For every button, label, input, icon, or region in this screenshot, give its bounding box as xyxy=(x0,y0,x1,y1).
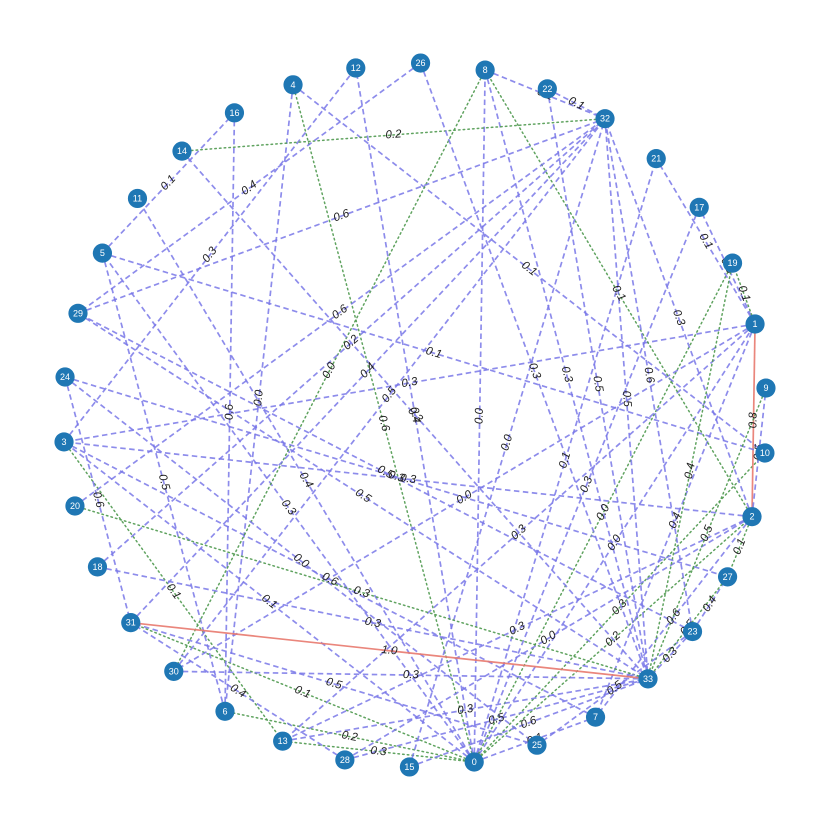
svg-text:20: 20 xyxy=(70,501,80,511)
svg-text:25: 25 xyxy=(532,740,542,750)
svg-text:0.6: 0.6 xyxy=(224,403,236,420)
svg-text:32: 32 xyxy=(600,114,610,124)
svg-text:0: 0 xyxy=(472,757,477,767)
svg-text:0.0: 0.0 xyxy=(474,407,486,424)
svg-text:1: 1 xyxy=(753,319,758,329)
svg-text:14: 14 xyxy=(177,146,187,156)
svg-text:23: 23 xyxy=(688,627,698,637)
svg-text:0.8: 0.8 xyxy=(747,412,759,429)
svg-text:9: 9 xyxy=(763,383,768,393)
svg-text:0.3: 0.3 xyxy=(370,745,388,759)
svg-text:3: 3 xyxy=(62,437,67,447)
svg-text:22: 22 xyxy=(542,84,552,94)
svg-text:21: 21 xyxy=(651,154,661,164)
svg-text:27: 27 xyxy=(723,572,733,582)
svg-text:26: 26 xyxy=(416,58,426,68)
svg-text:8: 8 xyxy=(483,65,488,75)
svg-text:7: 7 xyxy=(593,712,598,722)
svg-text:13: 13 xyxy=(278,736,288,746)
svg-text:29: 29 xyxy=(73,308,83,318)
svg-text:1.0: 1.0 xyxy=(381,644,399,658)
svg-text:0.2: 0.2 xyxy=(385,128,402,141)
svg-text:16: 16 xyxy=(229,108,239,118)
svg-text:0.5: 0.5 xyxy=(620,390,633,407)
svg-text:0.0: 0.0 xyxy=(252,389,266,407)
svg-text:2: 2 xyxy=(749,512,754,522)
svg-text:6: 6 xyxy=(222,706,227,716)
svg-text:18: 18 xyxy=(92,562,102,572)
svg-text:30: 30 xyxy=(169,666,179,676)
svg-text:28: 28 xyxy=(340,755,350,765)
svg-text:11: 11 xyxy=(133,193,142,203)
svg-text:12: 12 xyxy=(351,63,361,73)
svg-text:24: 24 xyxy=(60,372,70,382)
svg-text:17: 17 xyxy=(694,202,704,212)
svg-text:4: 4 xyxy=(291,80,296,90)
svg-text:19: 19 xyxy=(728,258,738,268)
svg-text:31: 31 xyxy=(126,618,136,628)
svg-text:33: 33 xyxy=(643,674,653,684)
svg-text:0.3: 0.3 xyxy=(403,669,420,681)
svg-text:15: 15 xyxy=(404,762,414,772)
svg-text:5: 5 xyxy=(100,248,105,258)
svg-text:10: 10 xyxy=(760,448,770,458)
